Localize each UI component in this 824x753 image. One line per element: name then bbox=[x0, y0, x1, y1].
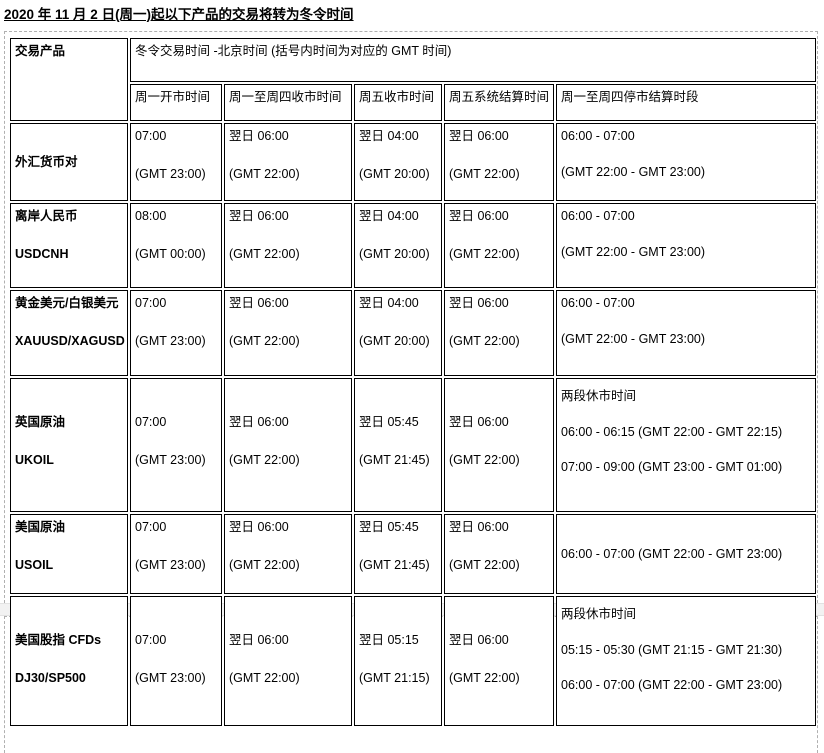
header-col-mon-thu-close: 周一至周四收市时间 bbox=[224, 84, 352, 121]
header-col-friday-close: 周五收市时间 bbox=[354, 84, 442, 121]
cell-mon-thu-close: 翌日 06:00 (GMT 22:00) bbox=[224, 203, 352, 288]
cell-friday-settlement: 翌日 06:00 (GMT 22:00) bbox=[444, 123, 554, 201]
table-header-row-span: 交易产品 冬令交易时间 -北京时间 (括号内时间为对应的 GMT 时间) bbox=[10, 38, 816, 121]
cell-break-period: 06:00 - 07:00 (GMT 22:00 - GMT 23:00) bbox=[556, 290, 816, 376]
cell-friday-close: 翌日 05:45 (GMT 21:45) bbox=[354, 378, 442, 512]
header-col-monday-open: 周一开市时间 bbox=[130, 84, 222, 121]
cell-friday-close: 翌日 04:00 (GMT 20:00) bbox=[354, 203, 442, 288]
cell-monday-open: 07:00 (GMT 23:00) bbox=[130, 378, 222, 512]
cell-mon-thu-close: 翌日 06:00 (GMT 22:00) bbox=[224, 123, 352, 201]
header-span-winter-hours: 冬令交易时间 -北京时间 (括号内时间为对应的 GMT 时间) bbox=[130, 38, 816, 82]
page-frame-upper bbox=[4, 31, 818, 603]
cell-break-period: 06:00 - 07:00 (GMT 22:00 - GMT 23:00) bbox=[556, 203, 816, 288]
cell-monday-open: 08:00 (GMT 00:00) bbox=[130, 203, 222, 288]
cell-friday-close: 翌日 04:00 (GMT 20:00) bbox=[354, 123, 442, 201]
table-row: 美国股指 CFDs DJ30/SP500 07:00 (GMT 23:00) 翌… bbox=[10, 596, 816, 726]
cell-monday-open: 07:00 (GMT 23:00) bbox=[130, 290, 222, 376]
page-title: 2020 年 11 月 2 日(周一)起以下产品的交易将转为冬令时间 bbox=[4, 7, 354, 22]
cell-break-period: 06:00 - 07:00 (GMT 22:00 - GMT 23:00) bbox=[556, 514, 816, 594]
table-row: 美国原油 USOIL 07:00 (GMT 23:00) 翌日 06:00 (G… bbox=[10, 514, 816, 594]
cell-friday-close: 翌日 05:45 (GMT 21:45) bbox=[354, 514, 442, 594]
cell-mon-thu-close: 翌日 06:00 (GMT 22:00) bbox=[224, 290, 352, 376]
cell-break-period: 两段休市时间 05:15 - 05:30 (GMT 21:15 - GMT 21… bbox=[556, 596, 816, 726]
row-product-usoil: 美国原油 USOIL bbox=[10, 514, 128, 594]
row-product-fx: 外汇货币对 bbox=[10, 123, 128, 201]
cell-friday-settlement: 翌日 06:00 (GMT 22:00) bbox=[444, 290, 554, 376]
row-product-dj30-sp500: 美国股指 CFDs DJ30/SP500 bbox=[10, 596, 128, 726]
cell-mon-thu-close: 翌日 06:00 (GMT 22:00) bbox=[224, 596, 352, 726]
cell-mon-thu-close: 翌日 06:00 (GMT 22:00) bbox=[224, 514, 352, 594]
cell-friday-settlement: 翌日 06:00 (GMT 22:00) bbox=[444, 514, 554, 594]
row-product-usdcnh: 离岸人民币 USDCNH bbox=[10, 203, 128, 288]
header-col-friday-settlement: 周五系统结算时间 bbox=[444, 84, 554, 121]
table-row: 黄金美元/白银美元 XAUUSD/XAGUSD 07:00 (GMT 23:00… bbox=[10, 290, 816, 376]
table-row: 英国原油 UKOIL 07:00 (GMT 23:00) 翌日 06:00 (G… bbox=[10, 378, 816, 512]
cell-friday-close: 翌日 05:15 (GMT 21:15) bbox=[354, 596, 442, 726]
cell-friday-close: 翌日 04:00 (GMT 20:00) bbox=[354, 290, 442, 376]
row-product-xauusd-xagusd: 黄金美元/白银美元 XAUUSD/XAGUSD bbox=[10, 290, 128, 376]
row-product-ukoil: 英国原油 UKOIL bbox=[10, 378, 128, 512]
winter-trading-hours-table: 交易产品 冬令交易时间 -北京时间 (括号内时间为对应的 GMT 时间) 周一开… bbox=[8, 36, 818, 728]
cell-friday-settlement: 翌日 06:00 (GMT 22:00) bbox=[444, 378, 554, 512]
cell-friday-settlement: 翌日 06:00 (GMT 22:00) bbox=[444, 203, 554, 288]
cell-monday-open: 07:00 (GMT 23:00) bbox=[130, 596, 222, 726]
header-product: 交易产品 bbox=[10, 38, 128, 121]
table-row: 外汇货币对 07:00 (GMT 23:00) 翌日 06:00 (GMT 22… bbox=[10, 123, 816, 201]
cell-break-period: 两段休市时间 06:00 - 06:15 (GMT 22:00 - GMT 22… bbox=[556, 378, 816, 512]
cell-friday-settlement: 翌日 06:00 (GMT 22:00) bbox=[444, 596, 554, 726]
table-header-row-columns: 周一开市时间 周一至周四收市时间 周五收市时间 周五系统结算时间 周一至周四停市… bbox=[10, 84, 816, 121]
cell-monday-open: 07:00 (GMT 23:00) bbox=[130, 123, 222, 201]
cell-monday-open: 07:00 (GMT 23:00) bbox=[130, 514, 222, 594]
cell-break-period: 06:00 - 07:00 (GMT 22:00 - GMT 23:00) bbox=[556, 123, 816, 201]
header-col-mon-thu-break: 周一至周四停市结算时段 bbox=[556, 84, 816, 121]
cell-mon-thu-close: 翌日 06:00 (GMT 22:00) bbox=[224, 378, 352, 512]
table-row: 离岸人民币 USDCNH 08:00 (GMT 00:00) 翌日 06:00 … bbox=[10, 203, 816, 288]
